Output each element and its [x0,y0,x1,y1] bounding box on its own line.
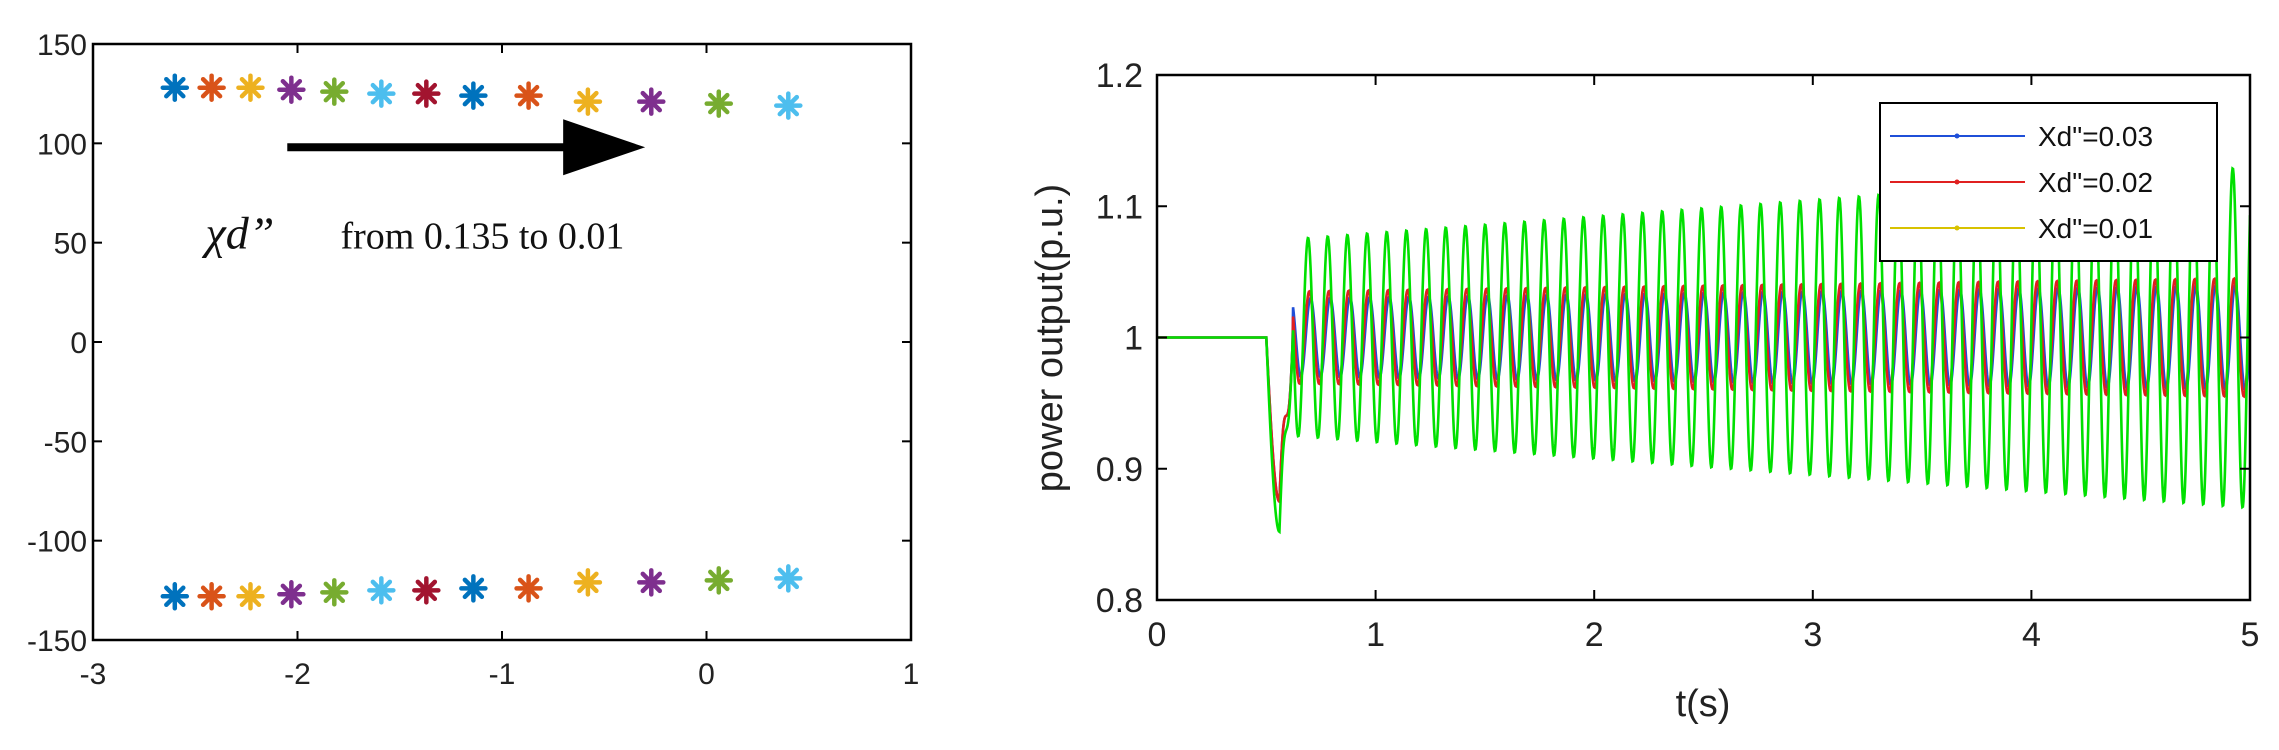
y-tick-label: 0.8 [1096,582,1143,620]
x-tick-label: 3 [1803,616,1822,654]
y-tick-label: 0.9 [1096,451,1143,489]
y-tick-label: -100 [27,526,87,559]
pole-marker [459,574,488,603]
pole-marker [277,580,306,609]
x-tick-label: -2 [284,658,311,691]
x-tick-label: 1 [903,658,920,691]
pole-marker [320,77,349,106]
x-tick-label: -3 [80,658,107,691]
pole-marker [367,79,396,108]
pole-marker [573,568,603,597]
pole-marker [514,81,543,110]
y-tick-label: 1.1 [1096,188,1143,226]
pole-marker [320,578,349,607]
y-tick-label: 150 [37,29,87,62]
x-tick-label: 0 [698,658,715,691]
pole-marker [236,582,265,611]
x-tick-label: 5 [2241,616,2260,654]
x-tick-label: 1 [1366,616,1385,654]
pole-marker [774,91,803,120]
y-tick-label: 100 [37,128,87,161]
series-line-3 [1157,166,2250,535]
pole-plot-annotation: χd” from 0.135 to 0.01 [201,119,646,259]
pole-marker [197,582,226,611]
power-output-lines [1157,166,2250,535]
legend-marker [1954,179,1960,185]
pole-plot-ticks: -3 -2 -1 0 1 150 100 50 0 -50 -100 -150 [27,29,919,691]
series-line-2 [1157,276,2250,504]
pole-marker [412,79,441,108]
pole-marker [704,566,734,595]
x-tick-label: -1 [489,658,516,691]
legend-label: Xd"=0.02 [2038,167,2153,198]
pole-marker [160,582,190,611]
pole-marker [236,73,265,102]
legend: Xd"=0.03 Xd"=0.02 Xd"=0.01 [1879,102,2218,262]
pole-plot: -3 -2 -1 0 1 150 100 50 0 -50 -100 -150 χd” from 0.1… [27,29,919,691]
pole-plot-points [160,73,803,611]
y-tick-label: -50 [44,426,87,459]
pole-marker [704,89,734,118]
y-tick-label: -150 [27,625,87,658]
pole-marker [197,73,226,102]
pole-marker [637,568,666,597]
x-tick-label: 4 [2022,616,2041,654]
y-axis-label: power output(p.u.) [1029,184,1071,492]
power-output-ticks: 0 1 2 3 4 5 1.2 1.1 1 0.9 0.8 [1096,57,2260,654]
pole-marker [774,564,803,593]
x-tick-label: 0 [1148,616,1167,654]
direction-arrow-head [563,119,646,176]
pole-marker [514,574,543,603]
legend-marker [1954,225,1960,231]
pole-plot-axes [91,42,913,642]
pole-marker [573,87,603,116]
x-axis-label: t(s) [1676,683,1731,725]
range-label: from 0.135 to 0.01 [340,216,624,258]
pole-marker [412,576,441,605]
xd-symbol-label: χd” [201,208,274,259]
y-tick-label: 50 [54,228,87,261]
y-tick-label: 1 [1124,320,1143,358]
legend-label: Xd"=0.01 [2038,213,2153,244]
pole-marker [277,75,306,104]
pole-marker [160,73,190,102]
pole-marker [459,81,488,110]
pole-marker [367,576,396,605]
x-tick-label: 2 [1585,616,1604,654]
y-tick-label: 1.2 [1096,57,1143,95]
pole-marker [637,87,666,116]
legend-label: Xd"=0.03 [2038,121,2153,152]
legend-marker [1954,133,1960,139]
y-tick-label: 0 [70,327,87,360]
power-output-plot: 0 1 2 3 4 5 1.2 1.1 1 0.9 0.8 t(s) power output(p.… [1029,57,2259,725]
